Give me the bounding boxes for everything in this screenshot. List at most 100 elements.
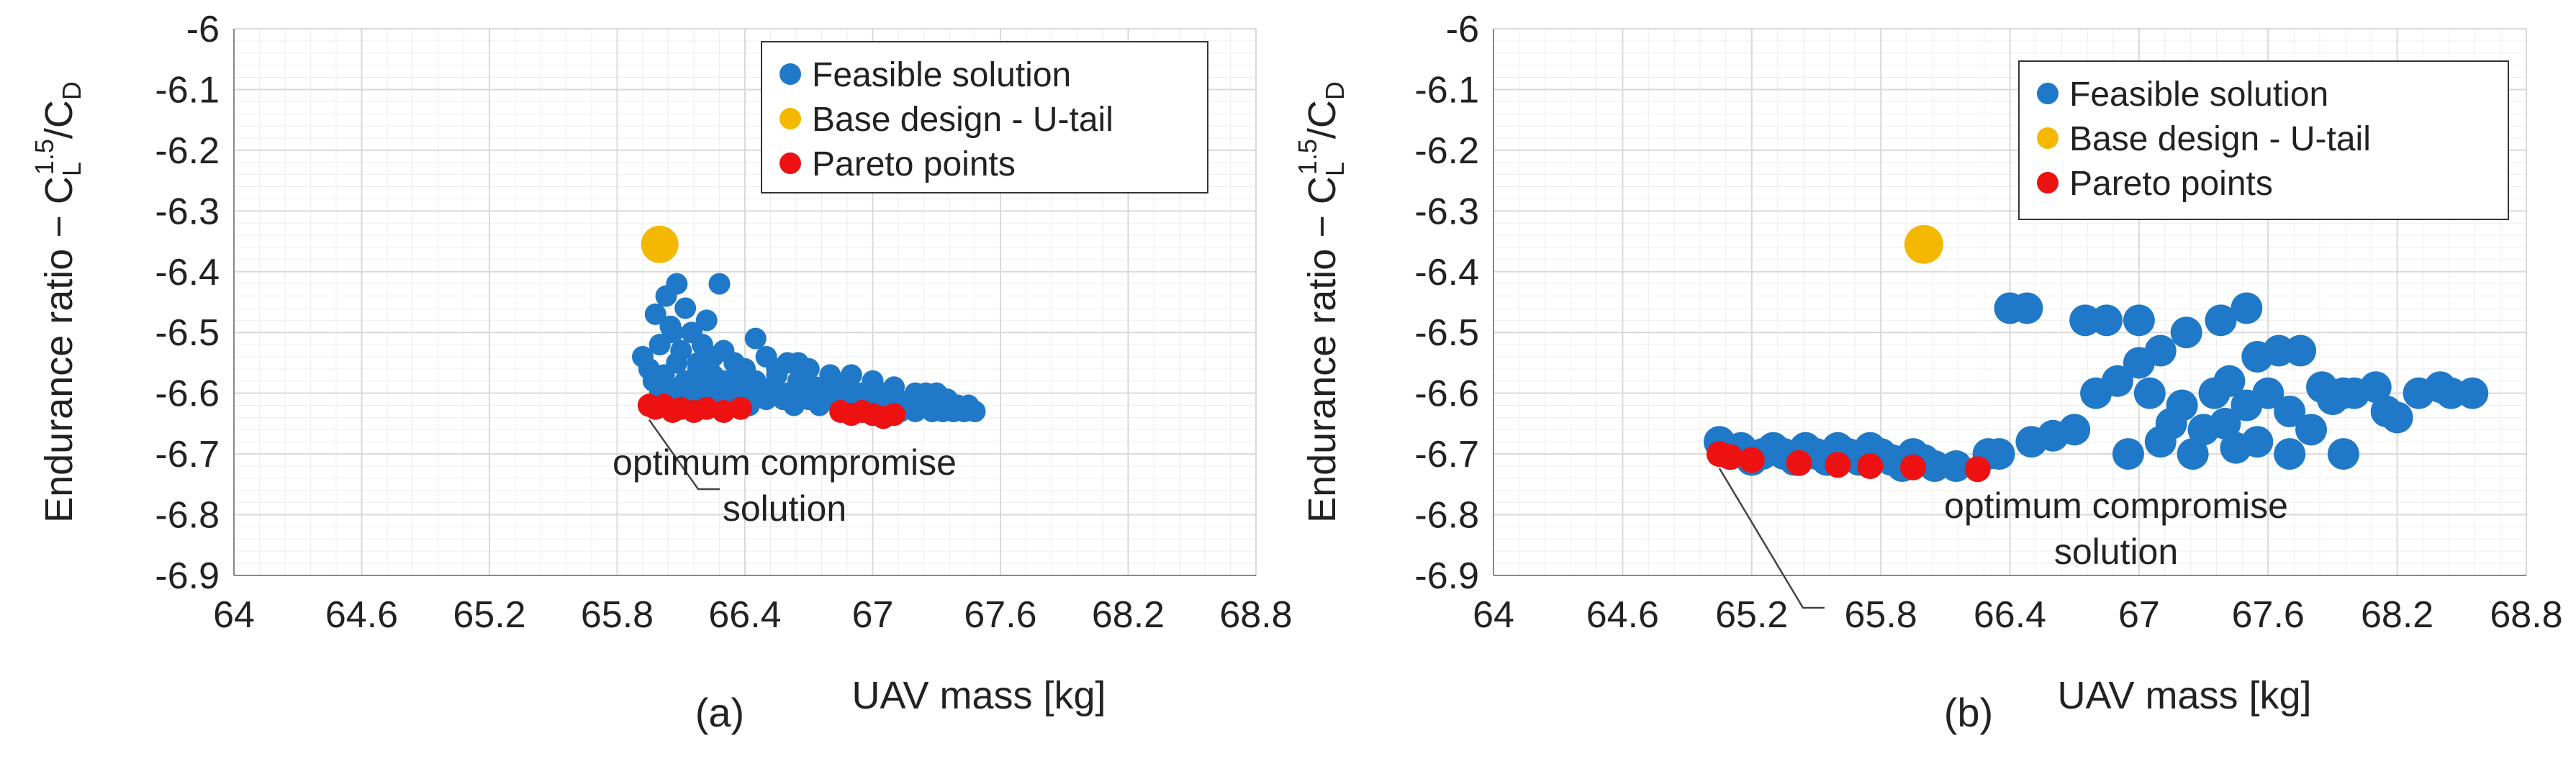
legend-box (761, 41, 1208, 193)
chart-panel-b: 64 64.6 65.2 65.8 66.4 67 67.6 68.2 68.8 -6 -6.1 -6… (1293, 9, 2563, 735)
feasible-point (2359, 371, 2392, 404)
legend-marker-pareto (779, 152, 801, 174)
y-axis-label: Endurance ratio − CL1.5/CD (1293, 81, 1350, 523)
feasible-point (2274, 438, 2306, 470)
feasible-point (2381, 401, 2413, 434)
x-tick-label: 65.2 (1715, 594, 1788, 636)
feasible-point (926, 382, 948, 404)
feasible-point (2209, 407, 2241, 439)
y-tick-label: -6.6 (155, 373, 220, 415)
feasible-point (2091, 304, 2123, 337)
pareto-point (1717, 444, 1743, 470)
feasible-point (2144, 334, 2177, 367)
pareto-point (1899, 454, 1926, 480)
y-tick-label: -6.2 (155, 130, 220, 172)
pareto-point (712, 400, 736, 423)
legend-label-pareto: Pareto points (2069, 165, 2273, 203)
base-design-point (641, 225, 679, 263)
y-tick-label: -6.4 (1414, 252, 1479, 293)
feasible-point (661, 322, 684, 344)
panel-label: (b) (1944, 690, 1993, 735)
legend-marker-feasible (779, 63, 801, 85)
feasible-point (883, 376, 905, 398)
y-tick-label: -6 (186, 9, 220, 50)
feasible-point (2101, 365, 2133, 397)
annotation-text: solution (2054, 532, 2178, 572)
annotation-leader-line (648, 419, 720, 491)
y-tick-label: -6.2 (1414, 130, 1479, 172)
legend-marker-pareto (2037, 172, 2058, 193)
feasible-point (670, 340, 692, 362)
pareto-point (882, 403, 906, 427)
series-feasible (632, 273, 986, 422)
x-axis-label: UAV mass [kg] (2057, 674, 2311, 717)
pareto-point (1825, 452, 1851, 478)
feasible-point (787, 352, 809, 374)
y-tick-label: -6.4 (155, 252, 220, 293)
x-tick-label: 64 (213, 594, 255, 636)
pareto-point (1786, 450, 1812, 476)
y-tick-label: -6.5 (1414, 312, 1479, 354)
legend: Feasible solution Base design - U-tail Par… (761, 41, 1208, 193)
pareto-point (1964, 456, 1991, 483)
y-tick-label: -6.1 (155, 69, 220, 111)
feasible-point (708, 273, 731, 295)
feasible-point (2252, 377, 2284, 409)
legend-label-base: Base design - U-tail (2069, 120, 2371, 158)
legend-label-pareto: Pareto points (812, 145, 1016, 183)
y-tick-label: -6.7 (155, 434, 220, 475)
feasible-point (1940, 450, 1972, 482)
x-tick-label: 66.4 (708, 594, 781, 636)
y-tick-label: -6.7 (1414, 434, 1479, 475)
series-pareto (1706, 441, 1991, 483)
feasible-point (2213, 365, 2246, 397)
x-tick-label: 64 (1473, 594, 1514, 636)
feasible-point (744, 327, 767, 350)
feasible-point (964, 401, 986, 422)
y-tick-label: -6.3 (1414, 191, 1479, 232)
feasible-point (2133, 377, 2166, 409)
pareto-point (695, 396, 718, 420)
y-tick-label: -6 (1446, 9, 1479, 50)
annotation-text: solution (723, 488, 846, 529)
legend-label-base: Base design - U-tail (812, 101, 1113, 139)
feasible-point (2166, 389, 2198, 422)
feasible-point (2327, 438, 2359, 470)
x-tick-label: 68.2 (2361, 594, 2433, 636)
x-tick-label: 64.6 (1586, 594, 1659, 636)
x-tick-label: 67.6 (2232, 594, 2305, 636)
feasible-point (1983, 438, 2015, 470)
y-tick-label: -6.5 (155, 312, 220, 354)
x-tick-label: 67 (852, 594, 894, 636)
feasible-point (904, 382, 926, 404)
x-tick-label: 65.8 (581, 594, 654, 636)
pareto-point (729, 396, 753, 420)
annotation-leader-line (1718, 468, 1825, 609)
series-pareto (637, 393, 906, 429)
feasible-point (2170, 316, 2202, 349)
y-tick-label: -6.8 (155, 495, 220, 537)
x-axis-label: UAV mass [kg] (851, 674, 1106, 717)
feasible-point (2058, 414, 2091, 446)
feasible-point (2274, 396, 2306, 427)
x-tick-label: 68.2 (1092, 594, 1165, 636)
series-base (1904, 224, 1943, 264)
feasible-point (2241, 426, 2274, 458)
feasible-point (2177, 438, 2209, 470)
annotation-text: optimum compromise (613, 442, 957, 483)
x-tick-label: 68.8 (2490, 594, 2562, 636)
x-tick-label: 65.2 (453, 594, 525, 636)
feasible-point (840, 364, 862, 386)
feasible-point (695, 309, 718, 332)
feasible-point (2011, 292, 2043, 324)
legend-box (2018, 60, 2509, 220)
feasible-point (2457, 377, 2489, 409)
feasible-point (2284, 334, 2317, 367)
legend-label-feasible: Feasible solution (812, 56, 1071, 94)
x-tick-label: 64.6 (325, 594, 398, 636)
series-base (641, 225, 679, 263)
feasible-point (644, 303, 666, 325)
feasible-point (2205, 304, 2237, 337)
